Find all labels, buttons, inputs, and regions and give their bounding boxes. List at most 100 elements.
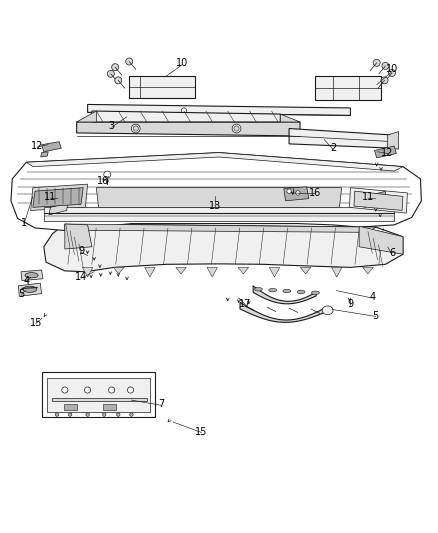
Polygon shape — [129, 76, 195, 98]
Polygon shape — [96, 188, 342, 207]
Text: 12: 12 — [31, 141, 43, 151]
Ellipse shape — [268, 288, 277, 292]
Circle shape — [130, 413, 133, 416]
FancyBboxPatch shape — [103, 404, 116, 410]
Ellipse shape — [254, 287, 262, 291]
Polygon shape — [374, 146, 396, 158]
Text: 9: 9 — [78, 246, 84, 256]
Circle shape — [85, 387, 91, 393]
Ellipse shape — [297, 290, 305, 294]
Text: 16: 16 — [97, 176, 109, 186]
Text: 2: 2 — [330, 143, 336, 154]
Circle shape — [104, 171, 111, 178]
Polygon shape — [11, 152, 421, 231]
Circle shape — [102, 413, 106, 416]
Circle shape — [115, 77, 122, 84]
Polygon shape — [77, 111, 96, 122]
Ellipse shape — [25, 273, 38, 278]
Text: 13: 13 — [208, 201, 221, 211]
Polygon shape — [52, 398, 147, 401]
Polygon shape — [207, 268, 217, 277]
FancyBboxPatch shape — [64, 404, 77, 410]
Polygon shape — [350, 188, 407, 213]
Polygon shape — [48, 191, 72, 207]
Polygon shape — [31, 184, 88, 211]
Circle shape — [234, 126, 239, 131]
Circle shape — [109, 387, 115, 393]
Circle shape — [117, 413, 120, 416]
Polygon shape — [363, 268, 373, 274]
Polygon shape — [240, 302, 328, 322]
Text: 12: 12 — [381, 148, 394, 158]
Polygon shape — [18, 283, 42, 296]
Text: 5: 5 — [373, 311, 379, 320]
Circle shape — [287, 189, 291, 193]
Text: 6: 6 — [389, 248, 395, 259]
Text: 15: 15 — [195, 426, 208, 437]
Text: 5: 5 — [18, 289, 24, 298]
Circle shape — [55, 413, 59, 416]
Polygon shape — [289, 128, 394, 148]
Circle shape — [133, 126, 138, 131]
Polygon shape — [176, 268, 186, 274]
Text: 10: 10 — [386, 64, 398, 75]
Polygon shape — [65, 224, 376, 232]
Polygon shape — [65, 224, 92, 249]
Text: 17: 17 — [239, 298, 251, 309]
Circle shape — [107, 70, 114, 77]
Polygon shape — [26, 152, 403, 171]
Text: 10: 10 — [176, 58, 188, 68]
Ellipse shape — [322, 306, 333, 314]
Polygon shape — [354, 191, 403, 211]
Polygon shape — [44, 224, 403, 272]
Circle shape — [381, 77, 388, 84]
Text: 14: 14 — [75, 272, 87, 282]
Circle shape — [389, 69, 396, 76]
Ellipse shape — [311, 291, 319, 295]
Circle shape — [296, 191, 300, 195]
Polygon shape — [269, 268, 280, 277]
Polygon shape — [359, 226, 403, 254]
Polygon shape — [33, 188, 83, 207]
Ellipse shape — [283, 289, 291, 293]
Circle shape — [126, 58, 133, 65]
Polygon shape — [41, 152, 48, 157]
Circle shape — [86, 413, 89, 416]
Polygon shape — [21, 270, 43, 280]
Ellipse shape — [23, 286, 37, 292]
Text: 1: 1 — [21, 217, 27, 228]
Polygon shape — [113, 268, 124, 274]
Text: 11: 11 — [362, 192, 374, 203]
Circle shape — [382, 62, 389, 69]
Polygon shape — [42, 142, 61, 152]
Text: 4: 4 — [23, 276, 29, 286]
Polygon shape — [364, 191, 386, 207]
Polygon shape — [82, 268, 93, 277]
Polygon shape — [92, 111, 280, 122]
Text: 16: 16 — [309, 188, 321, 198]
Circle shape — [62, 387, 68, 393]
Circle shape — [373, 59, 380, 66]
Circle shape — [181, 108, 187, 113]
Text: 7: 7 — [158, 399, 164, 409]
Polygon shape — [47, 378, 150, 412]
Polygon shape — [315, 76, 381, 100]
Polygon shape — [145, 268, 155, 277]
Polygon shape — [332, 268, 342, 277]
Polygon shape — [88, 104, 350, 115]
Polygon shape — [280, 114, 300, 122]
Polygon shape — [49, 203, 68, 215]
Polygon shape — [284, 187, 309, 201]
FancyBboxPatch shape — [42, 373, 155, 417]
Polygon shape — [388, 132, 399, 149]
Text: 3: 3 — [109, 122, 115, 131]
Circle shape — [232, 124, 241, 133]
Polygon shape — [238, 268, 249, 274]
Text: 11: 11 — [44, 192, 57, 203]
Polygon shape — [77, 122, 300, 136]
Polygon shape — [253, 286, 316, 304]
Circle shape — [131, 124, 140, 133]
Text: 9: 9 — [347, 298, 353, 309]
Circle shape — [127, 387, 134, 393]
Text: 15: 15 — [30, 318, 42, 328]
